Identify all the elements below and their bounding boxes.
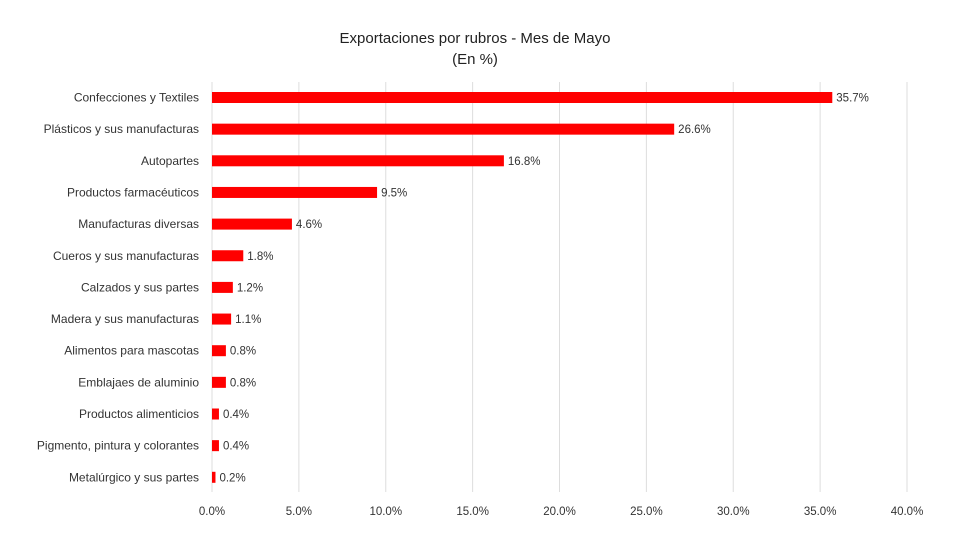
gridlines [211, 82, 908, 492]
category-label: Manufacturas diversas [78, 217, 199, 231]
category-label: Productos alimenticios [79, 407, 199, 421]
x-tick-label: 30.0% [717, 506, 750, 518]
x-axis-ticks: 0.0% 5.0% 10.0% 15.0% 20.0% 25.0% 30.0% 35.0% 40… [199, 506, 923, 518]
data-label: 0.4% [223, 441, 249, 453]
chart-subtitle: (En %) [452, 51, 498, 68]
data-label: 1.2% [237, 282, 263, 294]
category-label: Madera y sus manufacturas [51, 312, 199, 326]
bar [212, 376, 226, 388]
data-label: 1.1% [235, 314, 261, 326]
x-tick-label: 15.0% [456, 506, 489, 518]
data-label: 9.5% [381, 187, 407, 199]
category-label: Cueros y sus manufacturas [53, 249, 199, 263]
bar [212, 440, 219, 452]
data-label: 35.7% [836, 93, 869, 105]
category-label: Emblajaes de aluminio [78, 375, 199, 389]
x-tick-label: 40.0% [891, 506, 924, 518]
category-label: Alimentos para mascotas [64, 344, 199, 358]
data-label: 4.6% [296, 219, 322, 231]
category-label: Plásticos y sus manufacturas [44, 122, 199, 136]
value-labels: 35.7% 26.6% 16.8% 9.5% 4.6% 1.8% 1.2% 1.1% 0.8% 0… [219, 93, 868, 485]
chart-title: Exportaciones por rubros - Mes de Mayo [340, 30, 611, 47]
data-label: 0.8% [230, 346, 256, 358]
bar [212, 408, 219, 420]
bars [212, 92, 833, 483]
bar [212, 250, 244, 262]
category-label: Metalúrgico y sus partes [69, 470, 199, 484]
data-label: 0.8% [230, 377, 256, 389]
bar [212, 218, 292, 230]
bar [212, 313, 232, 325]
x-tick-label: 0.0% [199, 506, 225, 518]
category-labels: Confecciones y Textiles Plásticos y sus m… [37, 91, 199, 485]
bar [212, 155, 504, 167]
bar [212, 281, 233, 293]
data-label: 0.2% [219, 472, 245, 484]
bar [212, 345, 226, 357]
bar [212, 471, 216, 483]
data-label: 1.8% [247, 251, 273, 263]
x-tick-label: 35.0% [804, 506, 837, 518]
category-label: Autopartes [141, 154, 199, 168]
data-label: 16.8% [508, 156, 541, 168]
category-label: Pigmento, pintura y colorantes [37, 439, 199, 453]
x-tick-label: 25.0% [630, 506, 663, 518]
category-label: Confecciones y Textiles [74, 91, 199, 105]
x-tick-label: 20.0% [543, 506, 576, 518]
x-tick-label: 5.0% [286, 506, 312, 518]
bar [212, 123, 675, 135]
category-label: Calzados y sus partes [81, 280, 199, 294]
x-tick-label: 10.0% [369, 506, 402, 518]
data-label: 0.4% [223, 409, 249, 421]
bar [212, 186, 378, 198]
category-label: Productos farmacéuticos [67, 185, 199, 199]
bar [212, 92, 833, 103]
data-label: 26.6% [678, 124, 711, 136]
